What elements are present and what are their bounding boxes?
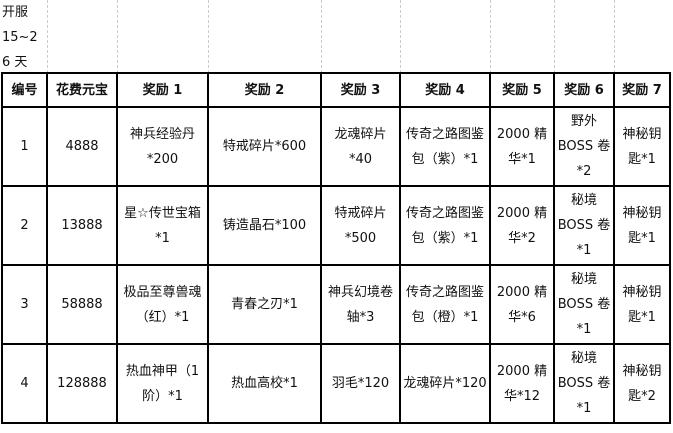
column-header: 奖励 7	[613, 72, 671, 108]
column-header: 奖励 3	[320, 72, 401, 108]
table-cell: 铸造晶石*100	[207, 185, 322, 266]
table-cell: 神秘钥 匙*1	[613, 106, 671, 187]
table-cell: 青春之刃*1	[207, 264, 322, 345]
table-cell: 神秘钥 匙*2	[613, 343, 671, 424]
gridline	[47, 0, 48, 73]
table-cell: 传奇之路图鉴 包（紫）*1	[399, 106, 491, 187]
table-cell: 极品至尊兽魂 （红）*1	[116, 264, 209, 345]
reward-table: 编号 花费元宝 奖励 1 奖励 2 奖励 3 奖励 4 奖励 5 奖励 6 奖励 7 1 4888…	[1, 72, 671, 424]
table-cell: 128888	[46, 343, 118, 424]
table-row: 3 58888 极品至尊兽魂 （红）*1 青春之刃*1 神兵幻境卷 轴*3 传奇之路图鉴 …	[1, 264, 671, 345]
table-cell: 传奇之路图鉴 包（紫）*1	[399, 185, 491, 266]
gridline	[208, 0, 209, 73]
column-header: 奖励 4	[399, 72, 491, 108]
table-cell: 传奇之路图鉴 包（橙）*1	[399, 264, 491, 345]
table-cell: 星☆传世宝箱 *1	[116, 185, 209, 266]
table-cell: 4888	[46, 106, 118, 187]
table-cell: 野外 BOSS 卷 *2	[553, 106, 615, 187]
table-cell: 3	[1, 264, 48, 345]
table-cell: 秘境 BOSS 卷 *1	[553, 264, 615, 345]
column-header: 奖励 1	[116, 72, 209, 108]
table-cell: 神秘钥 匙*1	[613, 185, 671, 266]
table-row: 2 13888 星☆传世宝箱 *1 铸造晶石*100 特戒碎片 *500 传奇之路图鉴 包…	[1, 185, 671, 266]
table-cell: 4	[1, 343, 48, 424]
table-cell: 龙魂碎片 *40	[320, 106, 401, 187]
column-header: 编号	[1, 72, 48, 108]
table-cell: 秘境 BOSS 卷 *1	[553, 343, 615, 424]
gridline	[554, 0, 555, 73]
column-header: 奖励 5	[489, 72, 555, 108]
table-cell: 13888	[46, 185, 118, 266]
table-cell: 2000 精 华*12	[489, 343, 555, 424]
table-row: 1 4888 神兵经验丹 *200 特戒碎片*600 龙魂碎片 *40 传奇之路图鉴 包（…	[1, 106, 671, 187]
gridline	[321, 0, 322, 73]
gridline	[117, 0, 118, 73]
column-header: 花费元宝	[46, 72, 118, 108]
gridline	[490, 0, 491, 73]
table-cell: 神秘钥 匙*1	[613, 264, 671, 345]
table-cell: 热血高校*1	[207, 343, 322, 424]
table-cell: 2	[1, 185, 48, 266]
table-cell: 特戒碎片*600	[207, 106, 322, 187]
column-header: 奖励 6	[553, 72, 615, 108]
server-open-note: 开服 15~2 6 天	[2, 5, 38, 70]
column-header: 奖励 2	[207, 72, 322, 108]
gridline	[614, 0, 615, 73]
table-cell: 秘境 BOSS 卷 *1	[553, 185, 615, 266]
table-cell: 2000 精 华*6	[489, 264, 555, 345]
table-cell: 羽毛*120	[320, 343, 401, 424]
table-cell: 热血神甲（1 阶）*1	[116, 343, 209, 424]
table-cell: 神兵经验丹 *200	[116, 106, 209, 187]
table-cell: 神兵幻境卷 轴*3	[320, 264, 401, 345]
table-cell: 2000 精 华*2	[489, 185, 555, 266]
table-row: 4 128888 热血神甲（1 阶）*1 热血高校*1 羽毛*120 龙魂碎片*120 20…	[1, 343, 671, 424]
table-cell: 1	[1, 106, 48, 187]
gridline	[400, 0, 401, 73]
table-cell: 特戒碎片 *500	[320, 185, 401, 266]
table-cell: 龙魂碎片*120	[399, 343, 491, 424]
table-cell: 2000 精 华*1	[489, 106, 555, 187]
table-cell: 58888	[46, 264, 118, 345]
header-row: 编号 花费元宝 奖励 1 奖励 2 奖励 3 奖励 4 奖励 5 奖励 6 奖励 7	[1, 72, 671, 108]
